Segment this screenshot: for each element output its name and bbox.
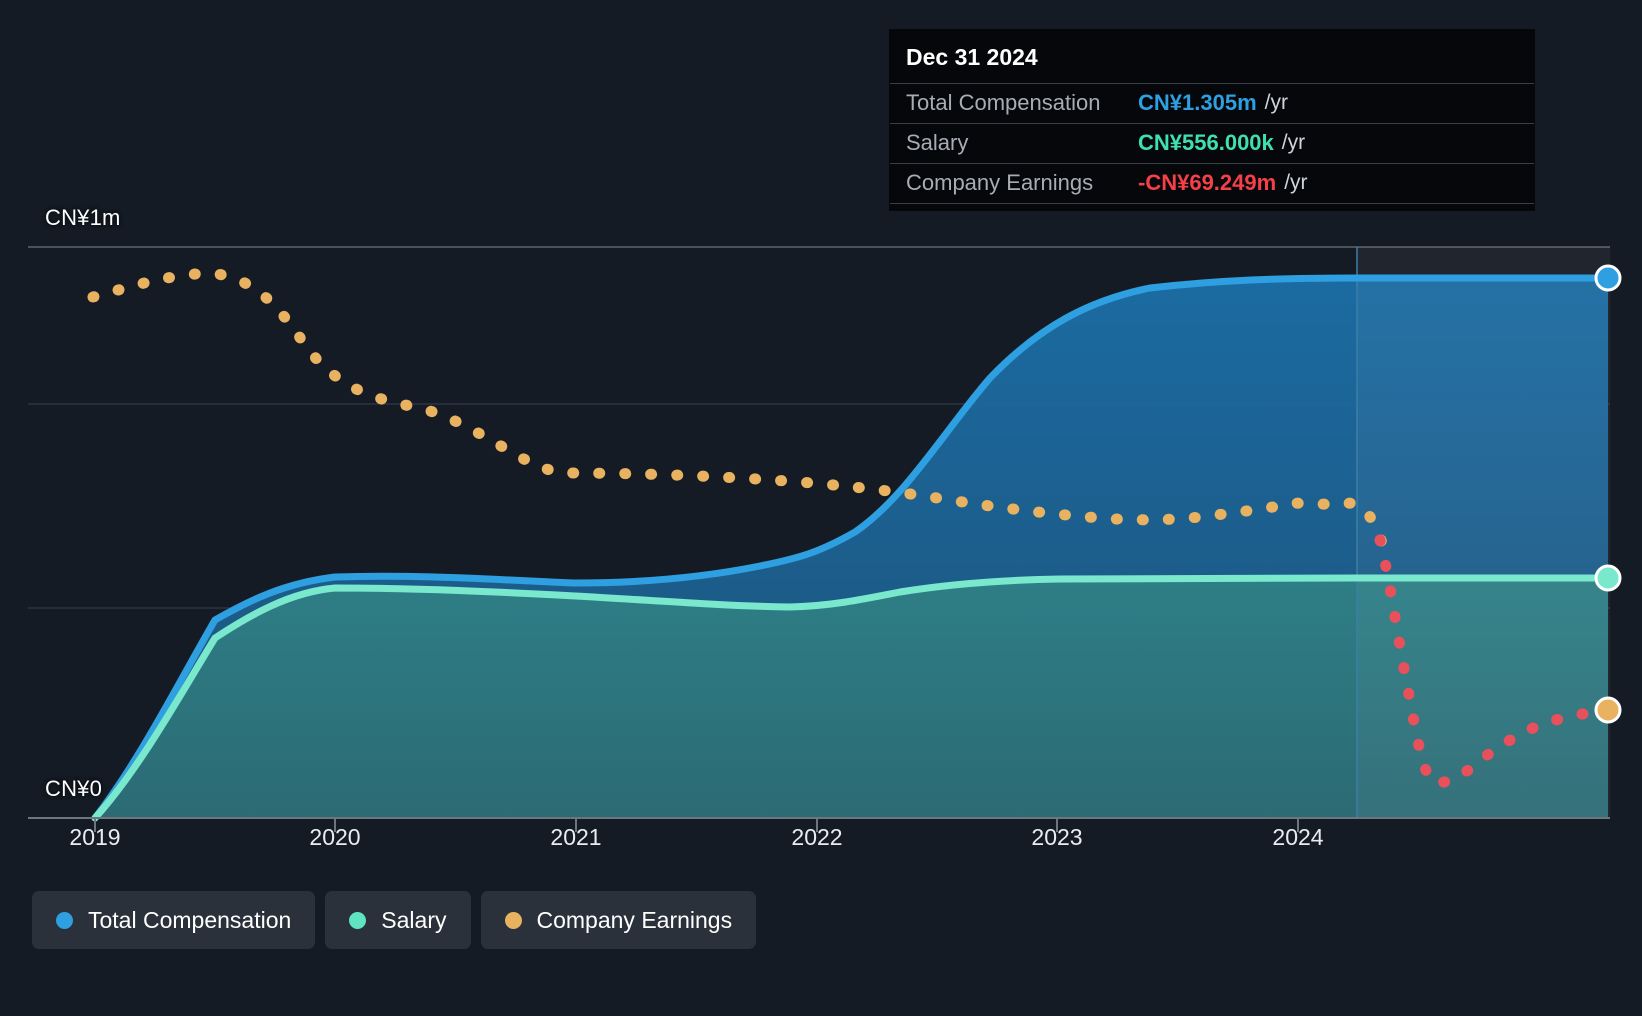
tooltip-row-salary: Salary CN¥556.000k /yr [890,123,1534,163]
endpoint-company-earnings [1594,696,1622,724]
endpoint-salary [1594,564,1622,592]
tooltip-unit-company-earnings: /yr [1284,171,1308,194]
legend-label-total-compensation: Total Compensation [88,906,292,933]
x-tick-label-2023: 2023 [1031,824,1083,850]
line-company-earnings-negative [1374,534,1612,789]
x-tick-label-2022: 2022 [791,824,843,850]
area-salary [95,578,1608,818]
x-tick-label-2019: 2019 [69,824,121,850]
tooltip-value-company-earnings: -CN¥69.249m [1138,170,1277,195]
tooltip-date: Dec 31 2024 [906,44,1038,70]
x-tick-label-2020: 2020 [309,824,361,850]
legend-dot-icon-salary [349,911,367,929]
endpoint-total-compensation [1594,264,1622,292]
tooltip-value-total-compensation: CN¥1.305m [1138,90,1257,115]
tooltip-label-salary: Salary [906,130,969,155]
tooltip-unit-total-compensation: /yr [1264,91,1288,114]
legend-item-salary[interactable]: Salary [325,891,471,949]
legend-label-salary: Salary [381,906,447,933]
tooltip-label-total-compensation: Total Compensation [906,90,1101,115]
x-axis-ticks [94,818,1299,832]
legend-dot-icon-company-earnings [504,911,522,929]
tooltip-value-salary: CN¥556.000k [1138,130,1274,155]
legend-dot-icon-total-compensation [56,911,73,929]
chart-legend: Total Compensation Salary Company Earnin… [32,891,757,949]
series-endpoint-markers [1594,264,1622,724]
legend-item-total-compensation[interactable]: Total Compensation [32,891,316,949]
x-tick-label-2024: 2024 [1272,824,1324,850]
line-salary [91,574,1612,822]
y-axis-label-top: CN¥1m [45,205,121,230]
tooltip-row-total-compensation: Total Compensation CN¥1.305m /yr [890,83,1534,123]
tooltip-unit-salary: /yr [1281,131,1306,154]
tooltip-row-company-earnings: Company Earnings -CN¥69.249m /yr [890,163,1534,204]
legend-item-company-earnings[interactable]: Company Earnings [480,891,757,949]
x-tick-label-2021: 2021 [550,824,602,850]
legend-label-company-earnings: Company Earnings [536,906,733,933]
forecast-region [1357,247,1610,818]
line-total-compensation [91,274,1612,822]
tooltip-label-company-earnings: Company Earnings [906,170,1094,195]
chart-tooltip: Dec 31 2024 Total Compensation CN¥1.305m… [889,29,1535,211]
y-axis-label-zero: CN¥0 [45,776,103,801]
